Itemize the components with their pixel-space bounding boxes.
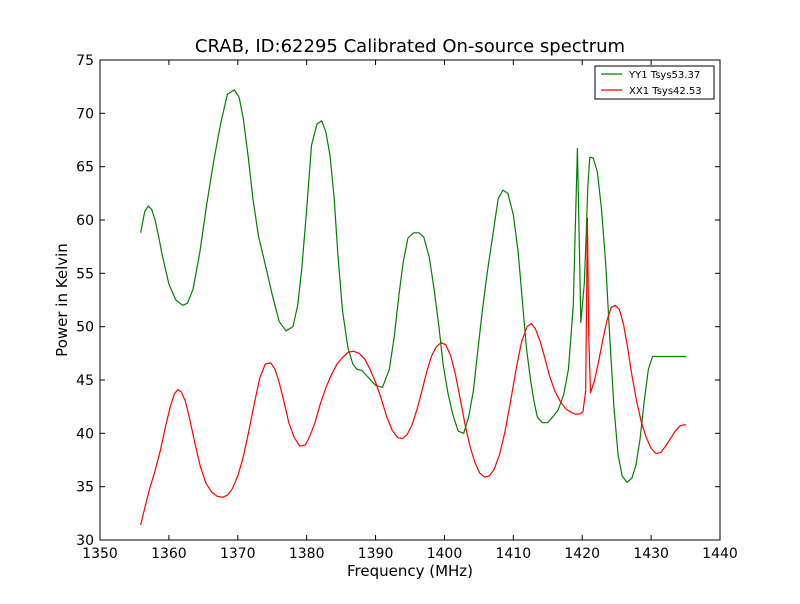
x-tick-label: 1400: [427, 546, 463, 562]
x-tick-labels: 1350 1360 1370 1380 1390 1400 1410 1420 1430 1440: [82, 546, 738, 562]
y-axis-label: Power in Kelvin: [53, 243, 71, 357]
y-tick-labels: 30 35 40 45 50 55 60 65 70 75: [76, 53, 94, 549]
legend: YY1 Tsys53.37 XX1 Tsys42.53: [594, 65, 715, 100]
y-tick-label: 45: [76, 373, 94, 389]
x-tick-label: 1370: [220, 546, 256, 562]
series-line-xx1: [140, 217, 687, 526]
x-tick-label: 1390: [358, 546, 394, 562]
legend-label-xx1: XX1 Tsys42.53: [629, 86, 702, 97]
x-tick-label: 1440: [702, 546, 738, 562]
series-layer: [140, 89, 687, 526]
x-tick-label: 1430: [633, 546, 669, 562]
y-tick-label: 75: [76, 53, 94, 69]
x-tick-label: 1360: [151, 546, 187, 562]
x-tick-label: 1380: [289, 546, 325, 562]
legend-label-yy1: YY1 Tsys53.37: [628, 70, 700, 81]
x-tick-label: 1350: [82, 546, 118, 562]
y-tick-label: 60: [76, 213, 94, 229]
x-tick-label: 1420: [564, 546, 600, 562]
y-tick-label: 40: [76, 426, 94, 442]
y-tick-label: 55: [76, 266, 94, 282]
x-axis-label: Frequency (MHz): [347, 562, 473, 580]
y-tick-label: 30: [76, 533, 94, 549]
y-tick-label: 50: [76, 320, 94, 336]
x-tick-label: 1410: [496, 546, 532, 562]
y-tick-label: 35: [76, 480, 94, 496]
series-line-yy1: [140, 89, 687, 483]
plot-area: [100, 60, 720, 540]
ticks-layer: [99, 59, 721, 541]
plot-frame: [99, 59, 721, 541]
legend-box: [594, 65, 715, 100]
y-tick-label: 65: [76, 160, 94, 176]
chart-title: CRAB, ID:62295 Calibrated On-source spec…: [195, 36, 625, 57]
y-tick-label: 70: [76, 106, 94, 122]
